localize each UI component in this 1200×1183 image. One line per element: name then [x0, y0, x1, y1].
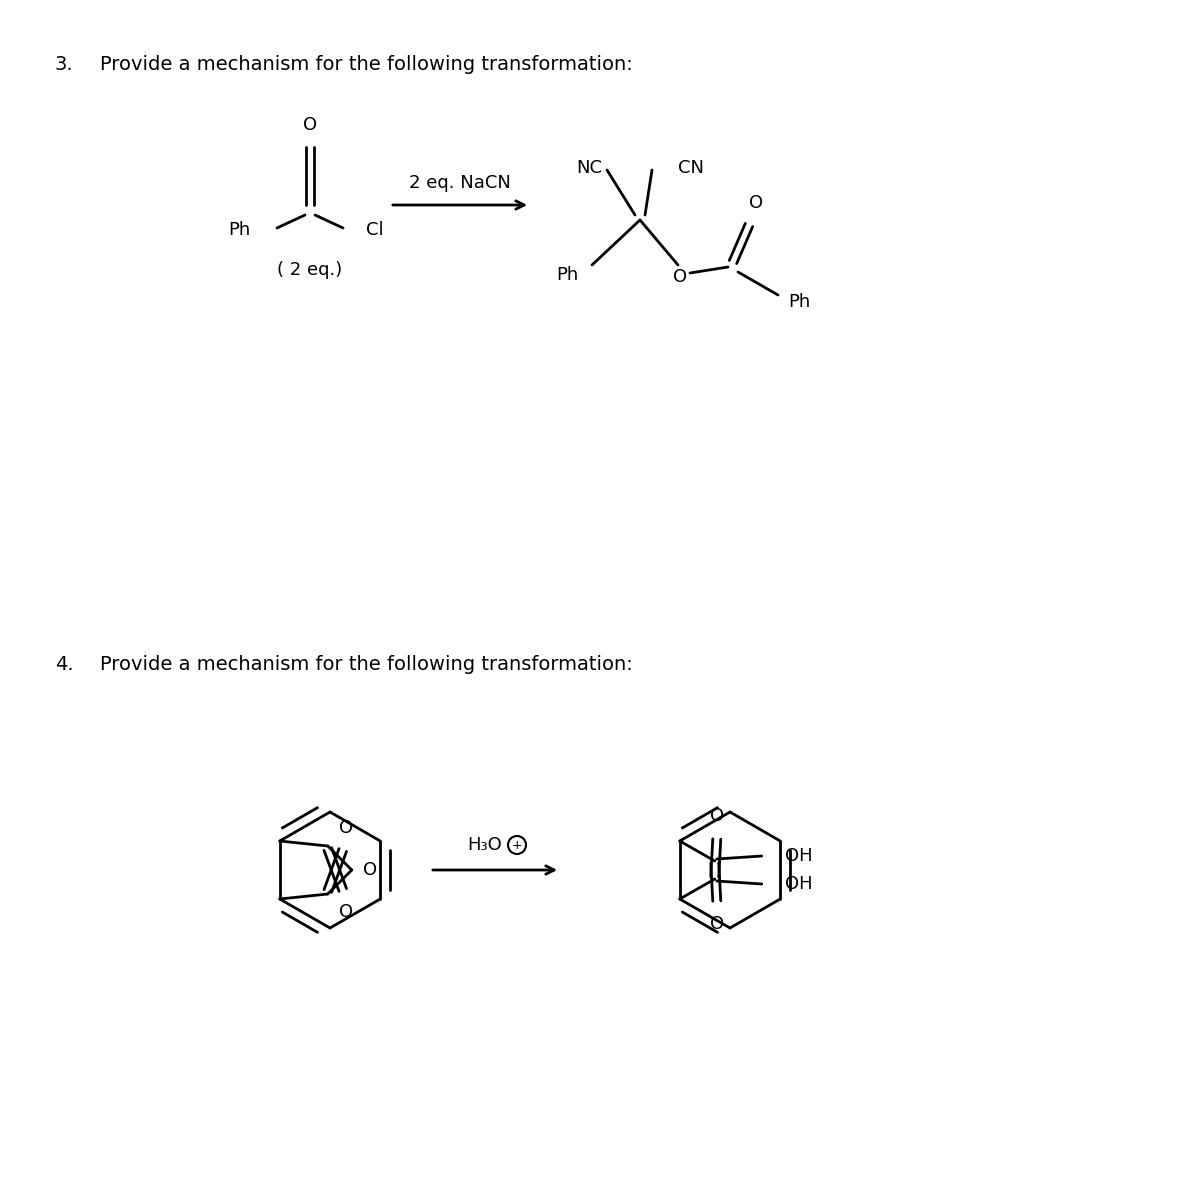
Text: O: O [362, 861, 377, 879]
Text: 2 eq. NaCN: 2 eq. NaCN [409, 174, 511, 192]
Text: Cl: Cl [366, 221, 384, 239]
Text: CN: CN [678, 159, 704, 177]
Text: OH: OH [785, 847, 812, 865]
Text: O: O [709, 914, 724, 933]
Text: O: O [302, 116, 317, 134]
Text: Provide a mechanism for the following transformation:: Provide a mechanism for the following tr… [100, 54, 632, 75]
Text: H₃O: H₃O [468, 836, 503, 854]
Text: O: O [338, 903, 353, 922]
Text: 3.: 3. [55, 54, 73, 75]
Text: O: O [338, 819, 353, 838]
Text: O: O [673, 269, 688, 286]
Text: Ph: Ph [788, 293, 810, 311]
Text: Ph: Ph [228, 221, 250, 239]
Text: +: + [511, 839, 522, 852]
Text: NC: NC [576, 159, 602, 177]
Text: 4.: 4. [55, 655, 73, 674]
Text: O: O [709, 807, 724, 825]
Text: O: O [749, 194, 763, 212]
Text: Ph: Ph [556, 266, 578, 284]
Text: ( 2 eq.): ( 2 eq.) [277, 261, 343, 279]
Text: OH: OH [785, 875, 812, 893]
Text: Provide a mechanism for the following transformation:: Provide a mechanism for the following tr… [100, 655, 632, 674]
